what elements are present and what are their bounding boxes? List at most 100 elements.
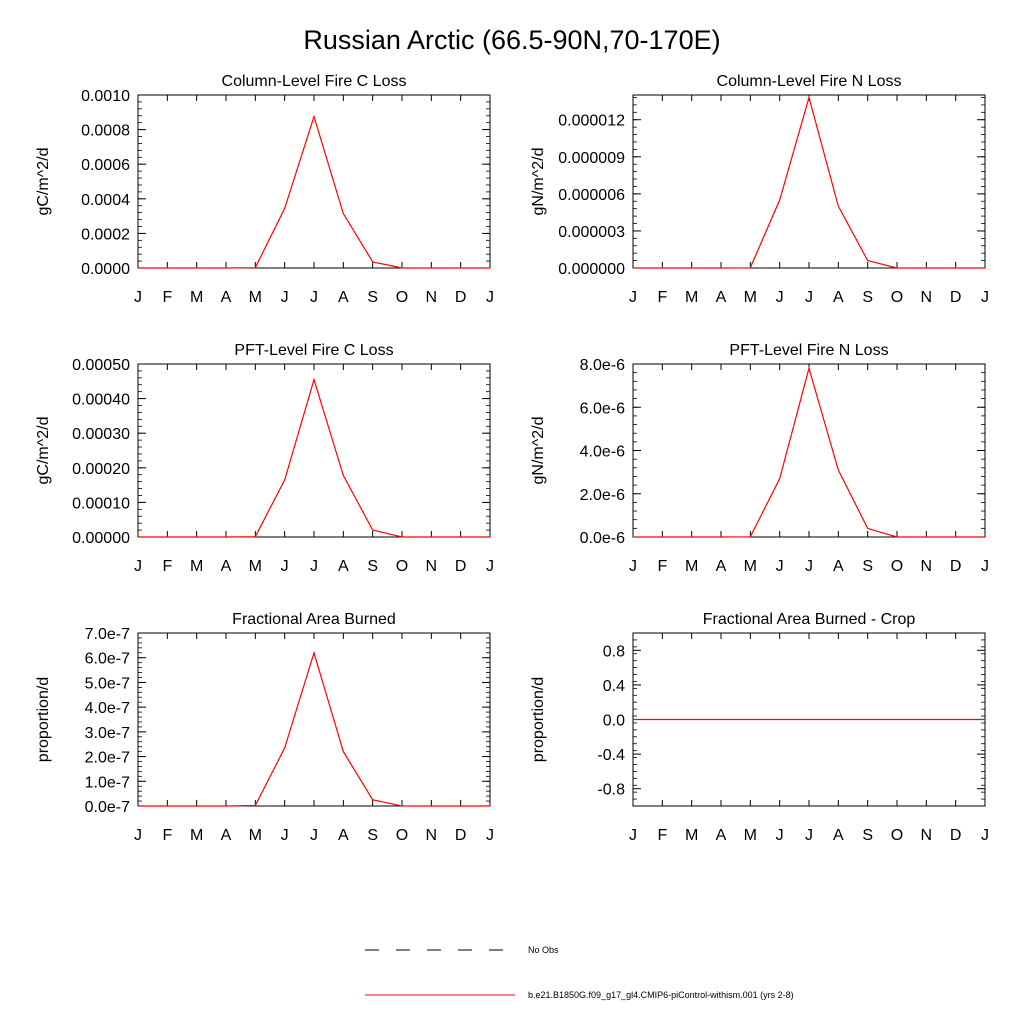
- x-tick-label: F: [162, 558, 172, 575]
- y-tick-label: 0.00050: [72, 357, 130, 374]
- y-tick-label: 0.000000: [558, 261, 625, 278]
- y-tick-label: 2.0e-6: [580, 487, 625, 504]
- x-tick-label: J: [805, 289, 813, 306]
- y-tick-label: 0.000006: [558, 187, 625, 204]
- y-axis-label: proportion/d: [35, 677, 52, 762]
- y-tick-label: 0.000009: [558, 150, 625, 167]
- x-tick-label: A: [716, 558, 727, 575]
- x-tick-label: A: [716, 827, 727, 844]
- x-tick-label: O: [396, 558, 408, 575]
- x-tick-label: D: [950, 289, 962, 306]
- legend-model-label: b.e21.B1850G.f09_g17_gl4.CMIP6-piControl…: [528, 990, 794, 1000]
- series-line: [633, 366, 985, 538]
- y-tick-label: 0.00040: [72, 392, 130, 409]
- y-axis-label: gN/m^2/d: [530, 417, 547, 485]
- x-tick-label: J: [134, 289, 142, 306]
- panel-title: PFT-Level Fire N Loss: [729, 342, 888, 359]
- x-tick-label: M: [685, 289, 698, 306]
- x-tick-label: J: [281, 558, 289, 575]
- x-tick-label: A: [338, 827, 349, 844]
- x-tick-label: J: [776, 558, 784, 575]
- y-tick-label: 0.0: [603, 713, 625, 730]
- y-tick-label: 0.000012: [558, 113, 625, 130]
- x-tick-label: S: [862, 289, 873, 306]
- y-tick-label: 0.0e-7: [85, 799, 130, 816]
- x-tick-label: M: [685, 558, 698, 575]
- plot-frame: [137, 363, 491, 538]
- plot-frame: [137, 94, 491, 269]
- figure-title: Russian Arctic (66.5-90N,70-170E): [303, 25, 720, 55]
- x-tick-label: O: [891, 558, 903, 575]
- y-tick-label: 0.0002: [81, 226, 130, 243]
- x-tick-label: D: [950, 558, 962, 575]
- x-tick-label: J: [134, 827, 142, 844]
- x-tick-label: N: [426, 827, 438, 844]
- x-tick-label: M: [744, 558, 757, 575]
- x-tick-label: J: [486, 827, 494, 844]
- x-tick-label: O: [396, 289, 408, 306]
- y-tick-label: 4.0e-7: [85, 700, 130, 717]
- x-tick-label: A: [716, 289, 727, 306]
- x-tick-label: A: [221, 558, 232, 575]
- y-tick-label: -0.4: [597, 747, 625, 764]
- series-line: [138, 377, 490, 538]
- y-tick-label: 0.0000: [81, 261, 130, 278]
- x-tick-label: O: [396, 827, 408, 844]
- x-tick-label: J: [486, 558, 494, 575]
- legend: No Obs b.e21.B1850G.f09_g17_gl4.CMIP6-pi…: [365, 945, 794, 1000]
- x-tick-label: O: [891, 289, 903, 306]
- x-tick-label: S: [367, 827, 378, 844]
- x-tick-label: J: [981, 558, 989, 575]
- y-tick-label: 7.0e-7: [85, 626, 130, 643]
- series-line: [138, 650, 490, 807]
- x-tick-label: J: [629, 827, 637, 844]
- y-tick-label: 6.0e-7: [85, 651, 130, 668]
- x-tick-label: M: [190, 827, 203, 844]
- y-tick-label: 0.8: [603, 643, 625, 660]
- x-tick-label: N: [921, 827, 933, 844]
- x-tick-label: D: [455, 289, 467, 306]
- plot-frame: [632, 94, 986, 269]
- x-tick-label: J: [805, 558, 813, 575]
- x-tick-label: J: [629, 558, 637, 575]
- y-tick-label: 0.4: [603, 678, 625, 695]
- y-tick-label: 5.0e-7: [85, 675, 130, 692]
- y-tick-label: 0.0e-6: [580, 530, 625, 547]
- x-tick-label: A: [221, 827, 232, 844]
- x-tick-label: J: [486, 289, 494, 306]
- x-tick-label: J: [310, 289, 318, 306]
- y-tick-label: 2.0e-7: [85, 750, 130, 767]
- x-tick-label: M: [249, 289, 262, 306]
- chart-panel-6: Fractional Area Burned - Crop proportion/…: [530, 611, 989, 844]
- x-tick-label: J: [310, 558, 318, 575]
- x-tick-label: M: [744, 289, 757, 306]
- x-tick-label: F: [657, 289, 667, 306]
- x-tick-label: J: [310, 827, 318, 844]
- y-tick-label: 8.0e-6: [580, 357, 625, 374]
- x-tick-label: A: [833, 558, 844, 575]
- y-tick-label: 0.0008: [81, 123, 130, 140]
- y-tick-label: 1.0e-7: [85, 774, 130, 791]
- x-tick-label: M: [190, 558, 203, 575]
- legend-obs-label: No Obs: [528, 945, 559, 955]
- y-tick-label: -0.8: [597, 782, 625, 799]
- x-tick-label: A: [833, 827, 844, 844]
- x-tick-label: A: [221, 289, 232, 306]
- x-tick-label: O: [891, 827, 903, 844]
- x-tick-label: A: [338, 289, 349, 306]
- panel-title: Fractional Area Burned - Crop: [703, 611, 916, 628]
- x-tick-label: J: [776, 827, 784, 844]
- x-tick-label: S: [862, 827, 873, 844]
- x-tick-label: J: [281, 827, 289, 844]
- y-axis-label: gC/m^2/d: [35, 148, 52, 216]
- y-tick-label: 3.0e-7: [85, 725, 130, 742]
- y-tick-label: 6.0e-6: [580, 400, 625, 417]
- y-tick-label: 0.0006: [81, 157, 130, 174]
- x-tick-label: A: [338, 558, 349, 575]
- series-line: [138, 114, 490, 269]
- y-axis-label: gN/m^2/d: [530, 148, 547, 216]
